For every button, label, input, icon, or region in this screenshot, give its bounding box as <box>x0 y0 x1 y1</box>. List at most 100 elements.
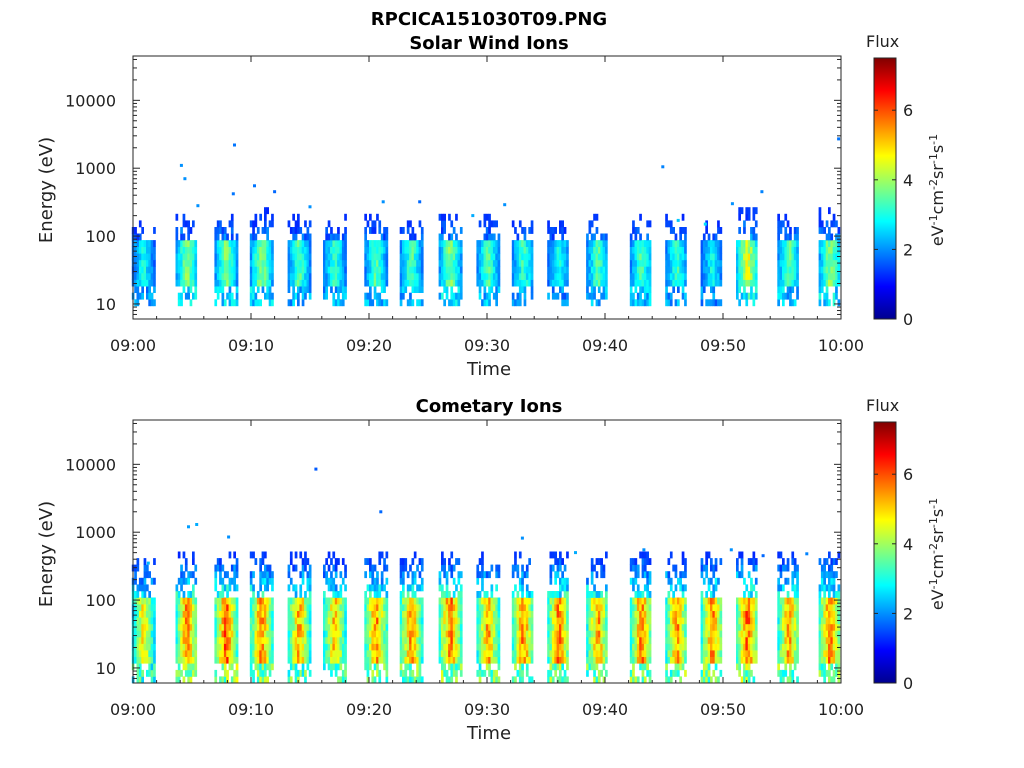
spectrogram-cell <box>525 259 529 267</box>
spectrogram-cell <box>492 259 496 267</box>
spectrogram-cell <box>230 610 234 618</box>
spectrogram-cell <box>177 630 181 638</box>
spectrogram-cell <box>530 286 534 293</box>
spectrogram-cell <box>214 623 218 631</box>
spectrogram-cell <box>528 630 531 638</box>
spectrogram-cell <box>837 299 841 307</box>
spectrogram-cell <box>514 584 517 592</box>
spectrogram-cell <box>818 604 822 611</box>
spectrogram-cell <box>648 273 652 280</box>
spectrogram-cell <box>497 650 501 657</box>
spectrogram-cell <box>597 591 601 598</box>
spectrogram-cell <box>549 630 553 638</box>
spectrogram-cell <box>495 273 498 280</box>
spectrogram-cell <box>593 246 596 254</box>
spectrogram-cell <box>789 273 792 280</box>
spectrogram-cell <box>684 630 687 638</box>
x-tick-label: 09:40 <box>582 336 628 355</box>
spectrogram-cell <box>411 577 415 585</box>
spectrogram-cell <box>266 617 269 625</box>
y-tick-label: 10 <box>96 295 116 314</box>
spectrogram-cell <box>266 292 269 300</box>
spectrogram-cell <box>547 597 550 605</box>
spectrogram-cell <box>672 273 675 280</box>
spectrogram-cell <box>747 292 751 300</box>
spectrogram-cell <box>175 617 179 625</box>
spectrogram-cell <box>327 564 331 572</box>
spectrogram-cell <box>216 286 220 293</box>
spectrogram-cell <box>148 610 151 618</box>
spectrogram-cell <box>138 656 142 664</box>
spectrogram-cell <box>646 246 649 254</box>
spectrogram-cell <box>786 233 790 241</box>
spectrogram-cell <box>138 584 142 592</box>
spectrogram-cell <box>590 220 594 228</box>
spectrogram-cell <box>719 259 723 267</box>
spectrogram-cell <box>593 259 596 267</box>
spectrogram-cell <box>511 637 515 644</box>
spectrogram-cell <box>750 630 753 638</box>
spectrogram-cell <box>595 604 599 611</box>
spectrogram-cell <box>138 266 142 274</box>
spectrogram-cell <box>818 663 822 671</box>
spectrogram-cell <box>448 246 451 254</box>
spectrogram-cell <box>373 637 377 644</box>
spectrogram-cell <box>563 669 567 677</box>
spectrogram-cell <box>793 591 797 598</box>
spectrogram-cell <box>514 240 517 247</box>
spectrogram-cell <box>672 246 675 254</box>
spectrogram-cell <box>287 637 291 644</box>
spectrogram-cell <box>418 246 422 254</box>
spectrogram-cell <box>153 637 156 644</box>
spectrogram-cell <box>216 227 220 234</box>
spectrogram-cell <box>646 610 649 618</box>
spectrogram-cell <box>639 637 642 644</box>
spectrogram-cell <box>681 259 685 267</box>
spectrogram-cell <box>551 630 555 638</box>
spectrogram-cell <box>249 286 253 293</box>
spectrogram-cell <box>679 610 682 618</box>
spectrogram-cell <box>818 253 822 261</box>
spectrogram-cell <box>677 273 680 280</box>
spectrogram-cell <box>264 213 267 221</box>
spectrogram-cell <box>556 266 560 274</box>
spectrogram-cell <box>754 643 758 651</box>
spectrogram-cell <box>404 669 408 677</box>
spectrogram-cell <box>632 299 635 307</box>
spectrogram-cell <box>292 650 295 657</box>
spectrogram-cell <box>818 299 822 307</box>
spectrogram-cell <box>492 604 496 611</box>
spectrogram-cell <box>230 663 234 671</box>
spectrogram-cell <box>523 623 527 631</box>
spectrogram-cell <box>639 286 642 293</box>
spectrogram-cell <box>249 597 253 605</box>
spectrogram-cell <box>228 246 232 254</box>
spectrogram-cell <box>136 650 140 657</box>
spectrogram-cell <box>219 266 222 274</box>
spectrogram-cell <box>707 551 711 559</box>
spectrogram-cell <box>777 273 780 280</box>
spectrogram-cell <box>332 233 336 241</box>
spectrogram-cell <box>443 266 446 274</box>
spectrogram-cell <box>639 610 642 618</box>
spectrogram-cell <box>252 299 255 307</box>
spectrogram-cell <box>304 643 307 651</box>
spectrogram-cell <box>452 564 456 572</box>
spectrogram-cell <box>254 240 258 247</box>
spectrogram-cell <box>743 663 746 671</box>
spectrogram-cell <box>793 273 797 280</box>
spectrogram-cell <box>478 623 482 631</box>
spectrogram-cell <box>588 240 592 247</box>
spectrogram-cell <box>820 253 824 261</box>
spectrogram-cell <box>259 558 262 565</box>
spectrogram-cell <box>643 663 647 671</box>
spectrogram-cell <box>490 279 494 287</box>
spectrogram-cell <box>299 273 303 280</box>
spectrogram-cell <box>679 663 682 671</box>
spectrogram-cell <box>786 564 790 572</box>
spectrogram-cell <box>441 551 444 559</box>
spectrogram-cell <box>717 610 720 618</box>
spectrogram-cell <box>216 233 220 241</box>
spectrogram-cell <box>823 571 826 579</box>
spectrogram-cell <box>180 597 183 605</box>
